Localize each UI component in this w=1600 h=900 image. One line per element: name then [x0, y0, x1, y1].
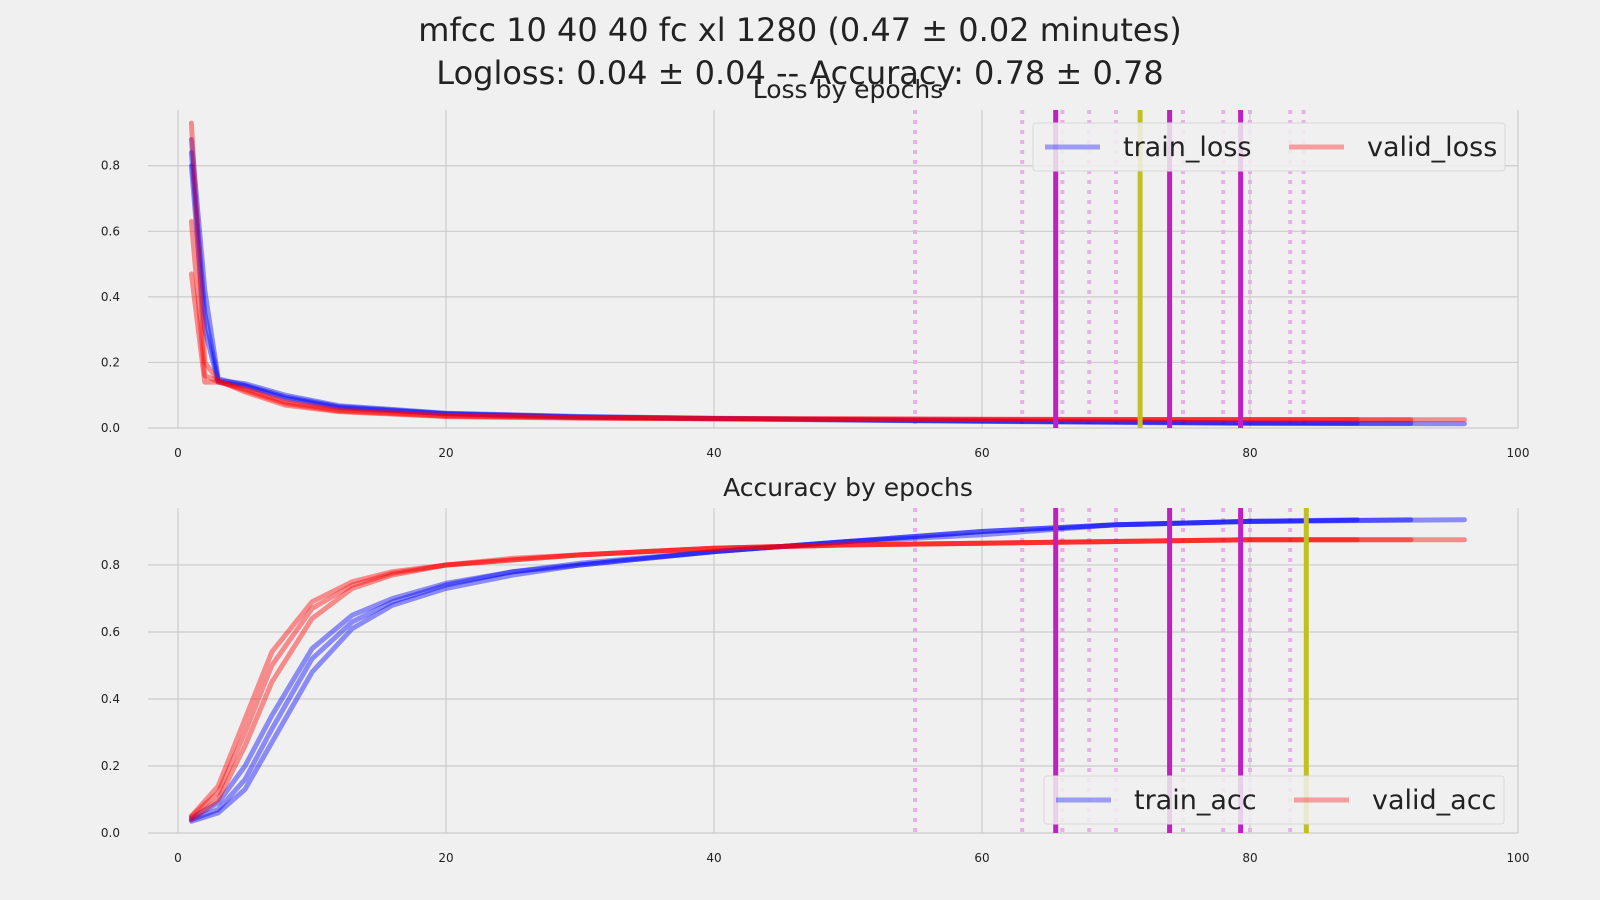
accuracy-legend-label: valid_acc [1372, 785, 1496, 816]
accuracy-y-tick-label: 0.2 [101, 759, 120, 773]
accuracy-x-tick-label: 40 [706, 851, 721, 865]
accuracy-x-tick-label: 0 [174, 851, 182, 865]
loss-plot-title: Loss by epochs [753, 75, 944, 104]
accuracy-y-tick-label: 0.4 [101, 692, 120, 706]
loss-train_loss-line [188, 137, 1414, 426]
loss-y-tick-label: 0.0 [101, 421, 120, 435]
loss-y-tick-label: 0.2 [101, 355, 120, 369]
loss-y-tick-label: 0.8 [101, 159, 120, 173]
loss-y-tick-label: 0.6 [101, 224, 120, 238]
accuracy-train_acc-line [188, 517, 1467, 821]
loss-plot: Loss by epochs 0 20 40 60 80 100 0.0 0.2 0.4 0.6 0.… [101, 75, 1530, 460]
accuracy-x-tick-label: 20 [438, 851, 453, 865]
loss-x-tick-label: 80 [1242, 446, 1257, 460]
figure-title-line2: Logloss: 0.04 ± 0.04 -- Accuracy: 0.78 ±… [436, 54, 1163, 92]
accuracy-valid_acc-line [188, 537, 1414, 819]
loss-valid_loss-line [188, 219, 1414, 423]
accuracy-valid_acc-line [188, 537, 1360, 823]
loss-valid_loss-line [188, 271, 1360, 422]
loss-x-tick-label: 0 [174, 446, 182, 460]
accuracy-legend-label: train_acc [1134, 785, 1257, 816]
accuracy-x-tick-label: 100 [1507, 851, 1530, 865]
accuracy-y-tick-label: 0.6 [101, 625, 120, 639]
accuracy-x-tick-label: 60 [974, 851, 989, 865]
accuracy-plot-title: Accuracy by epochs [723, 473, 973, 502]
loss-x-tick-label: 100 [1507, 446, 1530, 460]
loss-x-tick-label: 60 [974, 446, 989, 460]
accuracy-y-tick-label: 0.0 [101, 826, 120, 840]
accuracy-y-tick-label: 0.8 [101, 558, 120, 572]
accuracy-legend-box [1043, 775, 1505, 825]
loss-x-tick-label: 40 [706, 446, 721, 460]
loss-legend-box [1032, 122, 1506, 172]
loss-legend-label: train_loss [1123, 132, 1252, 163]
accuracy-plot: Accuracy by epochs 0 20 40 60 80 100 0.0 0.2 0.4 0… [101, 473, 1530, 865]
loss-y-tick-label: 0.4 [101, 290, 120, 304]
figure-title-line1: mfcc 10 40 40 fc xl 1280 (0.47 ± 0.02 mi… [418, 11, 1181, 49]
loss-valid_loss-line [188, 120, 1467, 423]
loss-legend-label: valid_loss [1367, 132, 1497, 163]
accuracy-train_acc-line [188, 517, 1414, 823]
loss-train_loss-line [188, 163, 1467, 427]
loss-x-tick-label: 20 [438, 446, 453, 460]
accuracy-x-tick-label: 80 [1242, 851, 1257, 865]
loss-train_loss-line [188, 150, 1360, 426]
accuracy-valid_acc-line [188, 537, 1467, 819]
accuracy-train_acc-line [188, 517, 1360, 824]
